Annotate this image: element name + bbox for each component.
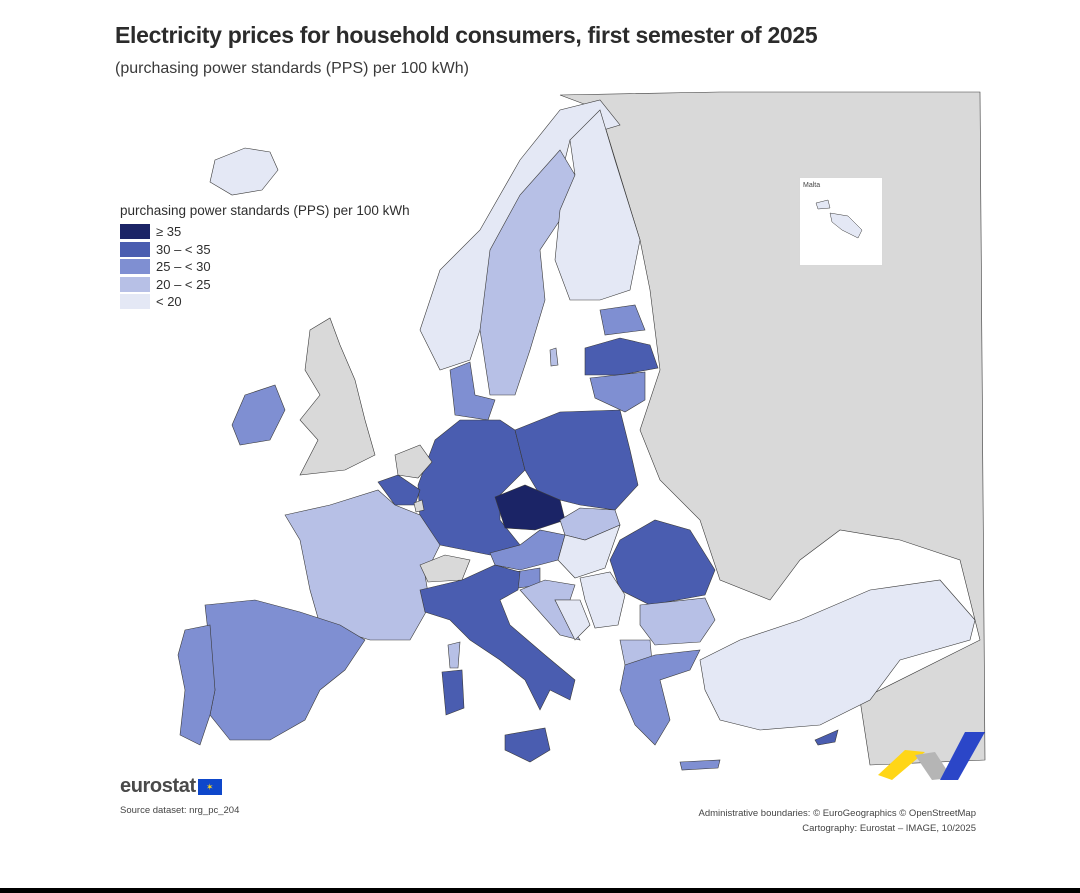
- region-estonia: [599, 304, 646, 336]
- eurostat-logo: eurostat ✶: [120, 775, 222, 798]
- brand-stripe-yellow: [878, 750, 925, 780]
- legend-row: ≥ 35: [120, 223, 410, 241]
- region-cyprus: [814, 729, 839, 746]
- eu-flag-stars: ✶: [205, 781, 214, 792]
- malta-inset: Malta: [799, 177, 883, 266]
- region-ireland: [231, 384, 286, 446]
- legend-label: 20 – < 25: [156, 276, 211, 292]
- region-serbia: [579, 571, 626, 629]
- region-romania: [609, 519, 716, 606]
- region-corsica: [447, 641, 461, 669]
- legend-swatch: [120, 276, 150, 292]
- map-subtitle: (purchasing power standards (PPS) per 10…: [115, 60, 469, 77]
- region-denmark: [449, 361, 496, 421]
- legend-label: < 20: [156, 294, 182, 310]
- region-crete: [679, 759, 721, 771]
- region-switzerland: [419, 554, 471, 583]
- legend-row: < 20: [120, 293, 410, 311]
- bottom-bar: [0, 888, 1080, 893]
- legend-title: purchasing power standards (PPS) per 100…: [120, 203, 410, 218]
- region-belgium: [377, 474, 421, 506]
- legend-row: 20 – < 25: [120, 276, 410, 294]
- legend-label: 30 – < 35: [156, 241, 211, 257]
- region-portugal: [177, 624, 216, 746]
- eu-flag-icon: ✶: [197, 778, 222, 795]
- region-united-kingdom: [299, 317, 376, 476]
- credits: Administrative boundaries: © EuroGeograp…: [699, 806, 977, 836]
- legend-swatch: [120, 294, 150, 310]
- region-malta-gozo: [815, 199, 831, 210]
- legend-label: ≥ 35: [156, 224, 182, 240]
- legend-label: 25 – < 30: [156, 259, 211, 275]
- region-finland: [554, 109, 641, 301]
- source-note: Source dataset: nrg_pc_204: [120, 805, 240, 816]
- region-bulgaria: [639, 597, 716, 646]
- legend-swatch: [120, 224, 150, 240]
- region-turkiye: [699, 579, 976, 731]
- region-lithuania: [589, 371, 646, 413]
- region-greece: [619, 649, 701, 746]
- legend-row: 30 – < 35: [120, 241, 410, 259]
- region-gotland: [549, 347, 559, 367]
- region-italy: [419, 564, 576, 711]
- region-germany: [417, 419, 526, 556]
- credits-cartography: Cartography: Eurostat – IMAGE, 10/2025: [802, 823, 976, 834]
- region-sardinia: [441, 669, 465, 716]
- region-sweden: [479, 149, 576, 396]
- map-legend: purchasing power standards (PPS) per 100…: [120, 203, 410, 311]
- region-netherlands: [394, 444, 433, 479]
- region-luxembourg: [413, 499, 425, 513]
- region-latvia: [584, 337, 659, 376]
- region-hungary: [557, 524, 621, 579]
- malta-inset-label: Malta: [803, 182, 821, 189]
- brand-stripe-grey: [915, 752, 952, 780]
- region-iceland: [209, 147, 279, 196]
- legend-row: 25 – < 30: [120, 258, 410, 276]
- eurostat-logo-text: eurostat: [120, 775, 196, 797]
- malta-inset-map: [815, 199, 863, 239]
- map-title: Electricity prices for household consume…: [115, 22, 818, 48]
- region-bosnia: [554, 599, 591, 641]
- legend-swatch: [120, 259, 150, 275]
- brand-stripe-blue: [940, 732, 985, 780]
- legend-swatch: [120, 241, 150, 257]
- region-malta-main: [829, 212, 863, 239]
- region-sicily: [504, 727, 551, 763]
- region-poland: [514, 409, 639, 511]
- credits-boundaries: Administrative boundaries: © EuroGeograp…: [698, 808, 977, 819]
